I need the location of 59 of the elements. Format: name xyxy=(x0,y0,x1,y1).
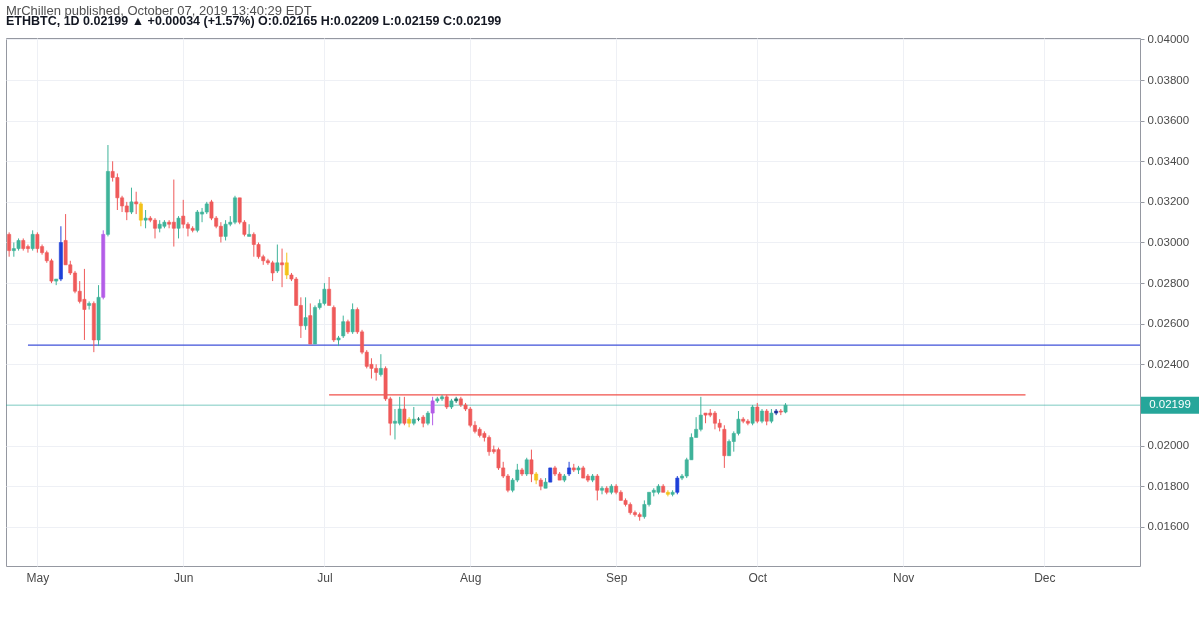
candlestick xyxy=(7,231,12,258)
candlestick xyxy=(750,404,755,426)
candlestick xyxy=(284,252,289,280)
y-tick-label: 0.04000 xyxy=(1147,32,1190,45)
candlestick xyxy=(745,418,750,426)
y-tick-label: 0.03000 xyxy=(1147,236,1190,248)
candlestick xyxy=(280,248,284,288)
x-tick-label: May xyxy=(26,570,50,585)
x-tick-label: Jun xyxy=(174,570,194,585)
x-tick-label: Nov xyxy=(892,570,915,585)
x-tick-label: Sep xyxy=(605,570,628,585)
candlestick xyxy=(138,201,143,227)
candlestick xyxy=(30,229,35,252)
x-tick-label: Jul xyxy=(317,570,333,585)
candlestick xyxy=(595,473,600,501)
candlestick xyxy=(176,215,181,239)
x-tick-label: Oct xyxy=(748,570,768,585)
candlestick xyxy=(303,296,308,331)
y-tick-label: 0.01800 xyxy=(1147,479,1190,492)
y-tick-label: 0.01600 xyxy=(1147,520,1190,533)
ref-line-label: 0.02199 xyxy=(1149,398,1191,411)
candlestick xyxy=(600,485,604,495)
y-tick-label: 0.02800 xyxy=(1147,276,1190,289)
candlestick xyxy=(275,244,280,274)
y-tick-label: 0.03400 xyxy=(1147,154,1190,167)
y-tick-label: 0.02600 xyxy=(1147,317,1190,330)
candlestick xyxy=(134,191,139,215)
candlestick xyxy=(665,489,670,497)
y-tick-label: 0.03200 xyxy=(1147,195,1190,208)
candlestick xyxy=(124,201,129,221)
candlestick xyxy=(755,402,760,424)
candlestick xyxy=(407,416,411,428)
candlestick xyxy=(270,260,275,282)
y-tick-label: 0.02400 xyxy=(1147,357,1190,370)
candlestick xyxy=(524,457,529,477)
y-tick-label: 0.03800 xyxy=(1147,73,1190,86)
candlestick xyxy=(341,315,346,339)
x-tick-label: Dec xyxy=(1034,570,1056,585)
candlestick xyxy=(402,396,407,426)
candlestick xyxy=(171,179,176,248)
candlestick xyxy=(411,406,416,426)
x-tick-label: Aug xyxy=(460,570,482,585)
y-tick-label: 0.03600 xyxy=(1147,114,1190,127)
candlestick xyxy=(430,396,435,426)
candlestick xyxy=(143,209,148,229)
candlestick xyxy=(529,449,534,483)
candlestick xyxy=(675,475,680,495)
candlestick xyxy=(181,199,186,229)
candlestick xyxy=(247,223,252,237)
candlestick xyxy=(129,187,134,215)
candlestick xyxy=(378,353,383,378)
y-tick-label: 0.02000 xyxy=(1147,439,1190,452)
candlestick xyxy=(35,231,40,254)
candlestick xyxy=(218,221,223,243)
candlestick xyxy=(327,276,331,306)
candlestick xyxy=(87,300,92,311)
candlestick xyxy=(350,302,355,335)
candlestick xyxy=(195,209,200,233)
candlestick xyxy=(167,219,172,229)
